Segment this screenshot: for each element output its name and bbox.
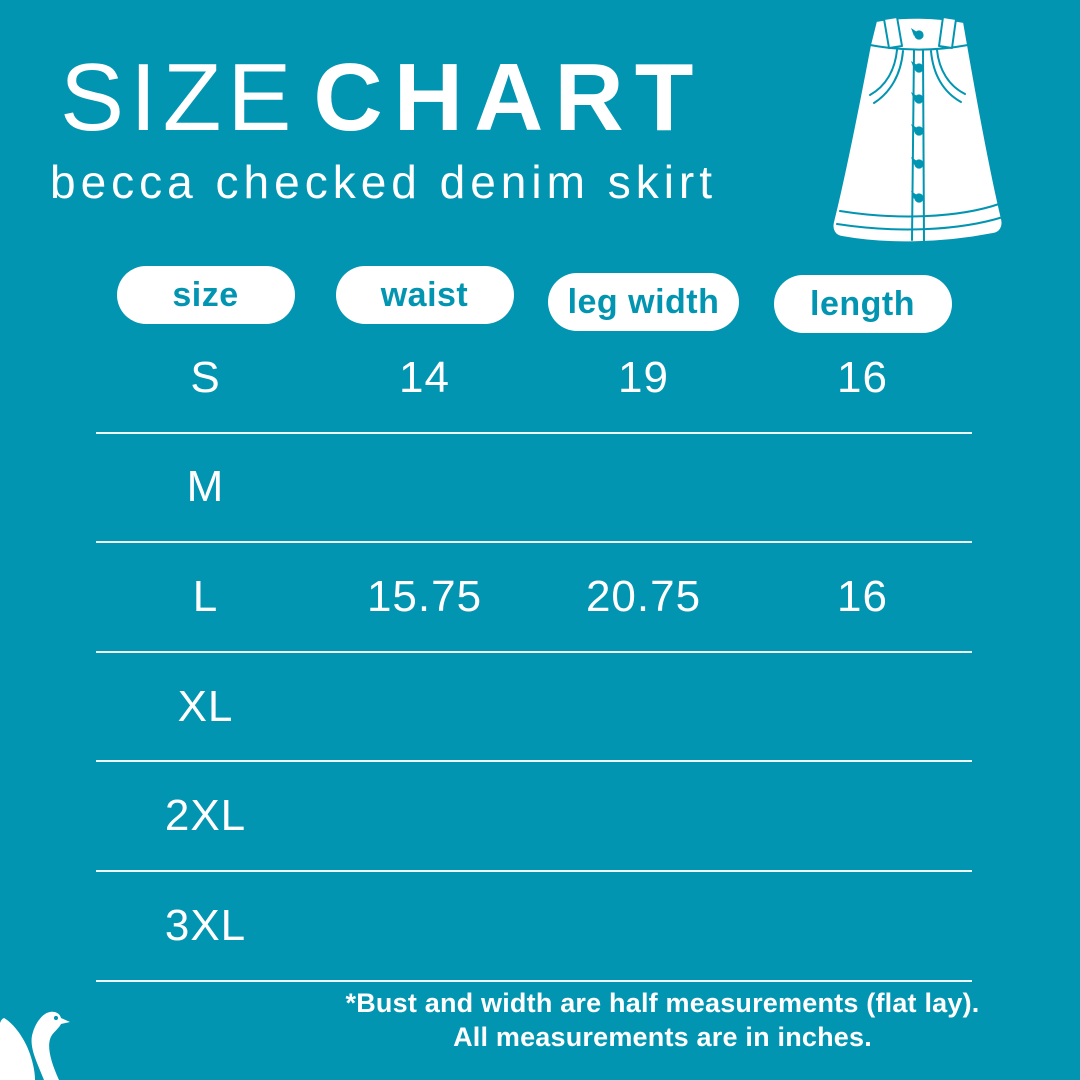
column-header-pill-leg-width: leg width	[547, 273, 740, 331]
leg-width-cell: 20.75	[585, 571, 702, 621]
size-table: size waist leg width length S 14 19 16 M…	[96, 266, 972, 982]
table-row-3xl: 3XL	[96, 872, 972, 982]
column-header-pill-waist: waist	[335, 266, 514, 324]
skirt-buttons	[911, 28, 924, 203]
length-cell	[753, 904, 972, 948]
table-row-2xl: 2XL	[96, 762, 972, 872]
size-cell: S	[190, 352, 221, 402]
size-cell: M	[186, 462, 225, 512]
length-cell: 16	[837, 571, 888, 621]
table-row-m: M	[96, 434, 972, 544]
leg-width-cell	[534, 465, 753, 509]
title-word-size: SIZE	[60, 44, 298, 151]
title-word-chart: CHART	[313, 44, 705, 151]
length-cell	[753, 794, 972, 838]
footnote-line-1: *Bust and width are half measurements (f…	[345, 988, 980, 1018]
product-subtitle: becca checked denim skirt	[50, 156, 718, 208]
waist-cell	[315, 904, 534, 948]
leg-width-cell	[534, 685, 753, 729]
leg-width-cell	[534, 794, 753, 838]
table-row-xl: XL	[96, 653, 972, 763]
waist-cell: 14	[399, 352, 450, 402]
column-header-pill-length: length	[773, 275, 952, 333]
leg-width-cell	[534, 904, 753, 948]
size-cell: L	[192, 571, 219, 621]
page-header: SIZE CHART becca checked denim skirt	[50, 50, 717, 209]
skirt-icon	[831, 16, 1004, 244]
table-row-l: L 15.75 20.75 16	[96, 543, 972, 653]
table-header-row: size waist leg width length	[96, 266, 972, 333]
length-cell	[753, 465, 972, 509]
swan-eye	[53, 1015, 59, 1021]
column-header-pill-size: size	[116, 266, 295, 324]
waist-cell	[315, 685, 534, 729]
waist-cell	[315, 794, 534, 838]
footnote-line-2: All measurements are in inches.	[453, 1022, 872, 1052]
waist-cell: 15.75	[366, 571, 483, 621]
length-cell	[753, 685, 972, 729]
size-cell: 2XL	[164, 791, 247, 841]
length-cell: 16	[837, 352, 888, 402]
table-row-s: S 14 19 16	[96, 324, 972, 434]
waist-cell	[315, 465, 534, 509]
leg-width-cell: 19	[618, 352, 669, 402]
footnote: *Bust and width are half measurements (f…	[340, 986, 985, 1054]
page-title: SIZE CHART	[60, 50, 717, 146]
size-cell: XL	[177, 681, 234, 731]
swan-logo-icon	[0, 1011, 70, 1080]
size-cell: 3XL	[164, 900, 247, 950]
